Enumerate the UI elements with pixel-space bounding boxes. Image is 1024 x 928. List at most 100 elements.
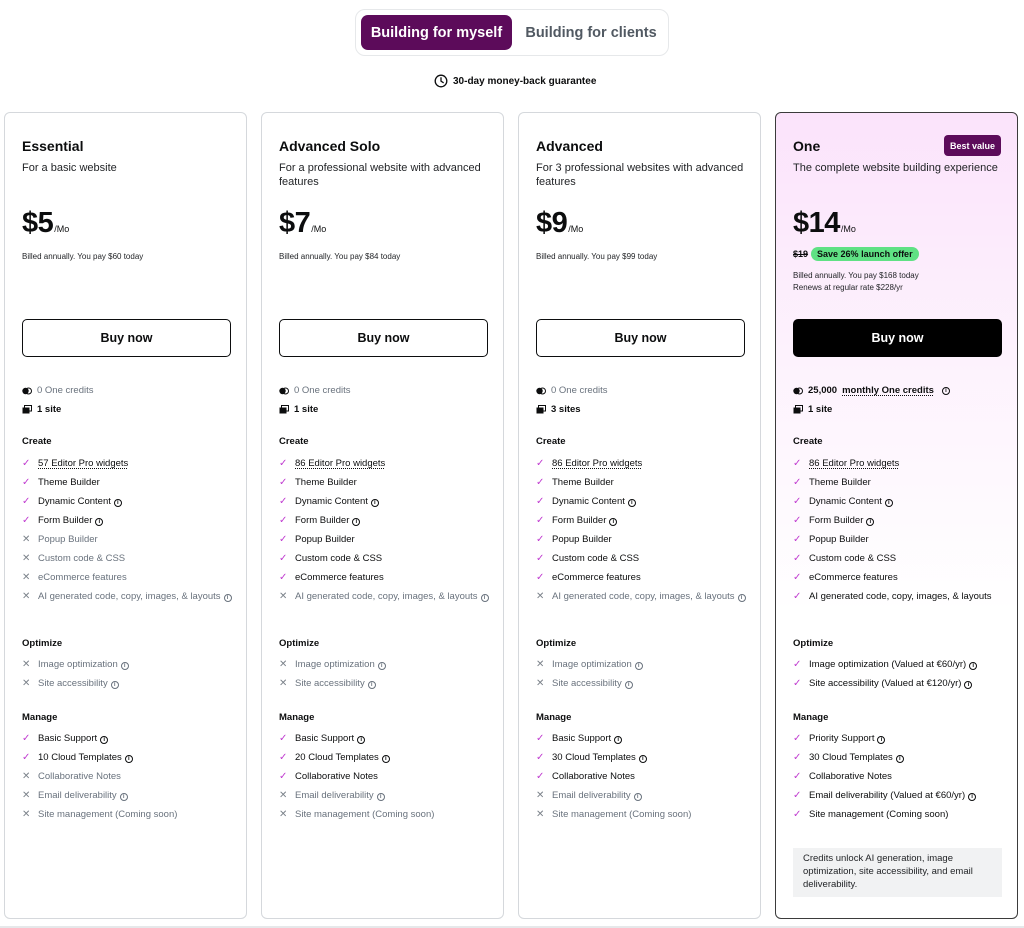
x-icon: ✕ xyxy=(536,659,545,670)
feature-label: Collaborative Notes xyxy=(38,771,121,782)
check-icon: ✓ xyxy=(793,458,802,469)
credits-row: 25,000 monthly One credits i xyxy=(793,385,950,396)
feature-item: ✓ Basic Support i xyxy=(279,733,499,746)
info-icon[interactable]: i xyxy=(223,594,232,602)
feature-item: ✓ eCommerce features xyxy=(793,572,1013,585)
price-unit: /Mo xyxy=(840,224,856,234)
x-icon: ✕ xyxy=(22,809,31,820)
building-for-myself-tab[interactable]: Building for myself xyxy=(361,15,512,50)
info-icon[interactable]: i xyxy=(609,518,618,526)
info-icon[interactable]: i xyxy=(866,518,875,526)
info-icon[interactable]: i xyxy=(964,681,973,689)
info-icon[interactable]: i xyxy=(969,662,978,670)
info-icon[interactable]: i xyxy=(352,518,361,526)
feature-item: ✓ Custom code & CSS xyxy=(536,553,756,566)
info-icon[interactable]: i xyxy=(737,594,746,602)
x-icon: ✕ xyxy=(22,790,31,801)
feature-item: ✕ Popup Builder xyxy=(22,534,242,547)
feature-label: Basic Support xyxy=(295,733,355,744)
feature-item: ✓ 30 Cloud Templates i xyxy=(536,752,756,765)
coin-icon xyxy=(22,387,32,394)
info-icon[interactable]: i xyxy=(377,662,386,670)
info-icon[interactable]: i xyxy=(614,736,623,744)
info-icon[interactable]: i xyxy=(376,793,385,801)
buy-now-button[interactable]: Buy now xyxy=(22,319,231,357)
feature-label[interactable]: 57 Editor Pro widgets xyxy=(38,458,129,469)
feature-label[interactable]: 86 Editor Pro widgets xyxy=(809,458,900,469)
info-icon[interactable]: i xyxy=(381,755,390,763)
credits-label: 0 One credits xyxy=(37,385,94,396)
plan-price: $14 /Mo xyxy=(793,207,856,240)
info-icon[interactable]: i xyxy=(634,662,643,670)
info-icon[interactable]: i xyxy=(113,499,122,507)
feature-item: ✓ Site accessibility (Valued at €120/yr) i xyxy=(793,678,1013,691)
sites-label: 1 site xyxy=(808,404,833,415)
feature-label: Site management (Coming soon) xyxy=(295,809,435,820)
info-icon[interactable]: i xyxy=(120,662,129,670)
info-icon[interactable]: i xyxy=(638,755,647,763)
check-icon: ✓ xyxy=(793,678,802,689)
buy-now-button[interactable]: Buy now xyxy=(793,319,1002,357)
feature-label: Email deliverability xyxy=(295,790,374,801)
create-feature-list: ✓ 86 Editor Pro widgets ✓ Theme Builder ✓ Dyn… xyxy=(279,458,499,610)
credits-link[interactable]: monthly One credits xyxy=(842,385,934,396)
discount-row: $19 Save 26% launch offer xyxy=(793,247,919,261)
check-icon: ✓ xyxy=(279,771,288,782)
info-icon[interactable]: i xyxy=(110,681,119,689)
info-icon[interactable]: i xyxy=(124,755,133,763)
info-icon[interactable]: i xyxy=(119,793,128,801)
info-icon[interactable]: i xyxy=(968,793,977,801)
manage-feature-list: ✓ Priority Support i ✓ 30 Cloud Templates i ✓ C… xyxy=(793,733,1013,828)
info-icon[interactable]: i xyxy=(624,681,633,689)
feature-label: Site accessibility (Valued at €120/yr) xyxy=(809,678,962,689)
feature-item: ✕ Email deliverability i xyxy=(22,790,242,803)
feature-item: ✓ AI generated code, copy, images, & layo… xyxy=(793,591,1013,604)
feature-label: Collaborative Notes xyxy=(552,771,635,782)
buy-now-button[interactable]: Buy now xyxy=(536,319,745,357)
check-icon: ✓ xyxy=(536,553,545,564)
feature-item: ✕ Site accessibility i xyxy=(536,678,756,691)
feature-item: ✓ eCommerce features xyxy=(536,572,756,585)
best-value-badge: Best value xyxy=(943,135,1001,156)
building-for-clients-tab[interactable]: Building for clients xyxy=(525,24,657,41)
feature-label[interactable]: 86 Editor Pro widgets xyxy=(552,458,643,469)
check-icon: ✓ xyxy=(536,572,545,583)
info-icon[interactable]: i xyxy=(941,386,950,395)
old-price: $19 xyxy=(793,249,809,259)
check-icon: ✓ xyxy=(536,534,545,545)
feature-label: Dynamic Content xyxy=(809,496,882,507)
info-icon[interactable]: i xyxy=(877,736,886,744)
price-amount: $14 xyxy=(793,207,840,239)
check-icon: ✓ xyxy=(793,733,802,744)
info-icon[interactable]: i xyxy=(884,499,893,507)
feature-label: eCommerce features xyxy=(552,572,641,583)
info-icon[interactable]: i xyxy=(370,499,379,507)
feature-item: ✕ AI generated code, copy, images, & layo… xyxy=(536,591,756,604)
feature-item: ✓ Basic Support i xyxy=(22,733,242,746)
info-icon[interactable]: i xyxy=(480,594,489,602)
section-manage-title: Manage xyxy=(536,712,572,723)
info-icon[interactable]: i xyxy=(95,518,104,526)
buy-now-button[interactable]: Buy now xyxy=(279,319,488,357)
site-icon xyxy=(22,405,32,414)
info-icon[interactable]: i xyxy=(100,736,109,744)
x-icon: ✕ xyxy=(22,659,31,670)
info-icon[interactable]: i xyxy=(633,793,642,801)
plan-price: $7 /Mo xyxy=(279,207,326,240)
feature-label: Form Builder xyxy=(552,515,607,526)
check-icon: ✓ xyxy=(22,496,31,507)
info-icon[interactable]: i xyxy=(357,736,366,744)
feature-label[interactable]: 86 Editor Pro widgets xyxy=(295,458,386,469)
guarantee-banner: 30-day money-back guarantee xyxy=(434,73,596,89)
info-icon[interactable]: i xyxy=(895,755,904,763)
check-icon: ✓ xyxy=(793,572,802,583)
plan-description: The complete website building experience xyxy=(793,162,998,174)
guarantee-text: 30-day money-back guarantee xyxy=(453,75,597,87)
feature-label: Site management (Coming soon) xyxy=(38,809,178,820)
feature-item: ✕ Site management (Coming soon) xyxy=(279,809,499,822)
feature-item: ✓ Popup Builder xyxy=(279,534,499,547)
info-icon[interactable]: i xyxy=(367,681,376,689)
info-icon[interactable]: i xyxy=(627,499,636,507)
feature-label: AI generated code, copy, images, & layou… xyxy=(809,591,992,602)
plan-name: Advanced Solo xyxy=(279,138,381,154)
